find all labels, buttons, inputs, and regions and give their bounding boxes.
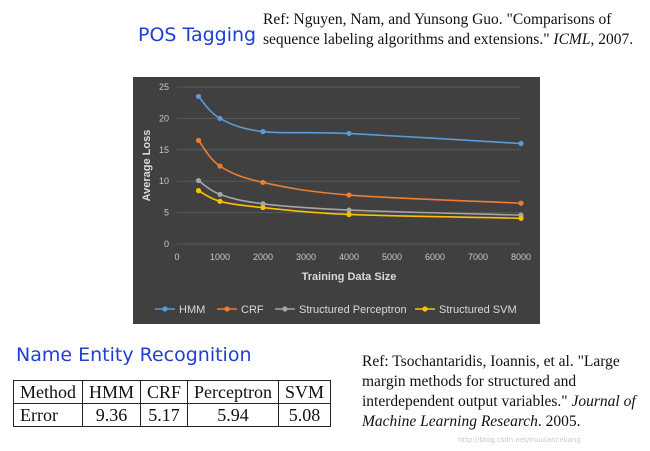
ner-ref-authors: Ref: Tsochantaridis, Ioannis, et al. bbox=[362, 353, 574, 370]
x-axis-label: Training Data Size bbox=[302, 271, 397, 283]
table-row: Error 9.36 5.17 5.94 5.08 bbox=[13, 403, 332, 427]
table-cell: 5.17 bbox=[140, 403, 189, 427]
ner-ref-title: "Large margin methods for structured and… bbox=[362, 353, 620, 410]
table-cell: 9.36 bbox=[81, 403, 142, 427]
legend-item-label: HMM bbox=[179, 304, 205, 316]
legend-swatch-marker bbox=[422, 306, 428, 312]
x-tick-label: 3000 bbox=[296, 252, 316, 262]
series-line-3 bbox=[198, 189, 522, 220]
table-cell: 5.94 bbox=[187, 403, 280, 427]
series-point bbox=[518, 215, 524, 221]
x-tick-label: 7000 bbox=[468, 252, 488, 262]
x-tick-label: 8000 bbox=[511, 252, 531, 262]
series-point bbox=[195, 137, 202, 143]
table-header-cell: HMM bbox=[81, 380, 142, 404]
table-header-cell: SVM bbox=[278, 380, 332, 404]
x-tick-label: 5000 bbox=[382, 252, 402, 262]
pos-ref-year: , 2007. bbox=[590, 31, 634, 48]
series-point bbox=[217, 198, 223, 204]
legend-swatch-marker bbox=[282, 306, 288, 312]
table-header-cell: CRF bbox=[140, 380, 189, 404]
watermark-text: http://blog.csdn.net/muulanceliang bbox=[458, 436, 581, 444]
series-point bbox=[518, 140, 524, 147]
table-header-cell: Perceptron bbox=[187, 380, 280, 404]
ner-results-table: Method HMM CRF Perceptron SVM Error 9.36… bbox=[13, 380, 332, 427]
series-line-1 bbox=[197, 139, 522, 204]
series-point bbox=[346, 130, 352, 137]
series-point bbox=[260, 201, 266, 207]
series-point bbox=[346, 192, 352, 198]
x-tick-label: 4000 bbox=[339, 252, 359, 262]
series-point bbox=[260, 179, 266, 186]
series-point bbox=[217, 191, 223, 197]
y-tick-label: 20 bbox=[159, 113, 169, 123]
series-point bbox=[518, 200, 524, 206]
pos-ref-venue: ICML bbox=[553, 31, 591, 48]
table-header-row: Method HMM CRF Perceptron SVM bbox=[13, 380, 332, 404]
ner-ref-year: . 2005. bbox=[537, 413, 581, 430]
series-point bbox=[346, 207, 352, 213]
series-point bbox=[346, 211, 352, 218]
y-tick-label: 25 bbox=[159, 82, 169, 92]
series-point bbox=[195, 93, 202, 100]
ner-title: Name Entity Recognition bbox=[16, 344, 252, 366]
x-tick-label: 0 bbox=[174, 252, 179, 262]
table-cell: 5.08 bbox=[278, 403, 332, 427]
pos-ref-title: "Comparisons of sequence labeling algori… bbox=[263, 11, 612, 48]
legend-item-label: CRF bbox=[241, 304, 264, 316]
loss-chart-panel: 0 5 10 15 20 25 0 1000 2000 3000 4000 5000 6000 7000 8… bbox=[133, 77, 540, 324]
y-tick-label: 5 bbox=[164, 208, 169, 218]
pos-reference: Ref: Nguyen, Nam, and Yunsong Guo. "Comp… bbox=[263, 10, 643, 50]
legend-item-label: Structured Perceptron bbox=[299, 304, 407, 316]
y-axis-label: Average Loss bbox=[141, 130, 153, 202]
x-tick-label: 2000 bbox=[253, 252, 273, 262]
pos-ref-authors: Ref: Nguyen, Nam, and Yunsong Guo. bbox=[263, 11, 503, 28]
ner-reference: Ref: Tsochantaridis, Ioannis, et al. "La… bbox=[362, 352, 647, 432]
ner-ref-venue: Journal of Machine Learning Research bbox=[362, 393, 636, 430]
legend-swatch-marker bbox=[162, 306, 168, 312]
loss-chart: 0 5 10 15 20 25 0 1000 2000 3000 4000 5000 6000 7000 8… bbox=[141, 82, 531, 316]
x-tick-label: 6000 bbox=[425, 252, 445, 262]
table-cell: Error bbox=[13, 403, 83, 427]
series-point bbox=[260, 204, 266, 211]
x-tick-label: 1000 bbox=[210, 252, 230, 262]
series-point bbox=[217, 163, 223, 169]
series-line-0 bbox=[197, 95, 522, 145]
series-point bbox=[195, 188, 202, 194]
y-tick-label: 0 bbox=[164, 239, 169, 249]
legend-item-label: Structured SVM bbox=[439, 304, 517, 316]
series-point bbox=[260, 128, 266, 135]
series-point bbox=[195, 177, 202, 184]
y-tick-label: 10 bbox=[159, 176, 169, 186]
table-header-cell: Method bbox=[13, 380, 83, 404]
pos-tagging-title: POS Tagging bbox=[138, 24, 257, 46]
y-tick-label: 15 bbox=[159, 145, 169, 155]
legend-swatch-marker bbox=[224, 306, 230, 312]
series-line-2 bbox=[198, 179, 522, 216]
series-point bbox=[217, 115, 223, 121]
